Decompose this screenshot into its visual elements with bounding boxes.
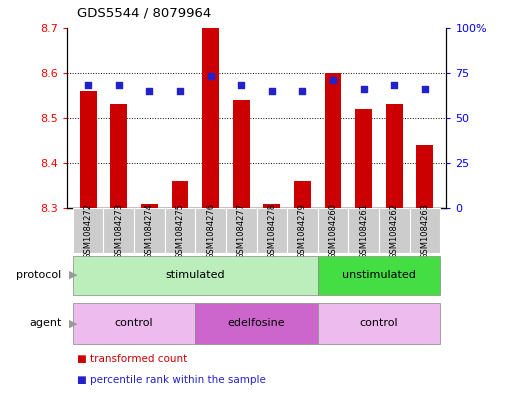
Point bbox=[84, 82, 92, 88]
Bar bbox=[134, 208, 165, 253]
Bar bbox=[318, 303, 440, 343]
Bar bbox=[379, 208, 409, 253]
Bar bbox=[318, 208, 348, 253]
Text: unstimulated: unstimulated bbox=[342, 270, 416, 280]
Text: protocol: protocol bbox=[16, 270, 62, 280]
Bar bbox=[195, 303, 318, 343]
Bar bbox=[104, 208, 134, 253]
Text: ▶: ▶ bbox=[69, 270, 78, 280]
Point bbox=[268, 88, 276, 94]
Bar bbox=[318, 255, 440, 295]
Bar bbox=[287, 208, 318, 253]
Point bbox=[421, 86, 429, 92]
Bar bbox=[233, 100, 250, 208]
Bar bbox=[325, 73, 342, 208]
Bar bbox=[73, 255, 318, 295]
Text: GSM1084277: GSM1084277 bbox=[236, 203, 246, 259]
Bar bbox=[417, 145, 433, 208]
Text: GSM1084276: GSM1084276 bbox=[206, 203, 215, 259]
Text: edelfosine: edelfosine bbox=[228, 318, 285, 328]
Point bbox=[237, 82, 245, 88]
Text: GSM1084260: GSM1084260 bbox=[328, 203, 338, 259]
Bar bbox=[141, 204, 158, 208]
Bar bbox=[348, 208, 379, 253]
Bar bbox=[165, 208, 195, 253]
Bar bbox=[80, 91, 96, 208]
Bar bbox=[73, 208, 104, 253]
Text: GSM1084278: GSM1084278 bbox=[267, 203, 277, 259]
Text: ▶: ▶ bbox=[69, 318, 78, 328]
Point bbox=[299, 88, 307, 94]
Text: GSM1084262: GSM1084262 bbox=[390, 203, 399, 259]
Text: agent: agent bbox=[29, 318, 62, 328]
Text: GSM1084261: GSM1084261 bbox=[359, 203, 368, 259]
Point bbox=[206, 73, 214, 79]
Point bbox=[390, 82, 399, 88]
Text: control: control bbox=[360, 318, 398, 328]
Point bbox=[360, 86, 368, 92]
Point bbox=[114, 82, 123, 88]
Text: ■ transformed count: ■ transformed count bbox=[77, 354, 187, 364]
Text: control: control bbox=[115, 318, 153, 328]
Bar bbox=[355, 109, 372, 208]
Bar bbox=[202, 28, 219, 208]
Point bbox=[176, 88, 184, 94]
Text: GSM1084273: GSM1084273 bbox=[114, 203, 123, 259]
Bar bbox=[409, 208, 440, 253]
Text: GDS5544 / 8079964: GDS5544 / 8079964 bbox=[77, 7, 211, 20]
Text: GSM1084274: GSM1084274 bbox=[145, 203, 154, 259]
Text: GSM1084279: GSM1084279 bbox=[298, 203, 307, 259]
Text: ■ percentile rank within the sample: ■ percentile rank within the sample bbox=[77, 375, 266, 385]
Bar bbox=[195, 208, 226, 253]
Bar bbox=[73, 303, 195, 343]
Text: GSM1084272: GSM1084272 bbox=[84, 203, 93, 259]
Point bbox=[145, 88, 153, 94]
Bar bbox=[263, 204, 280, 208]
Text: GSM1084263: GSM1084263 bbox=[420, 203, 429, 259]
Bar bbox=[171, 181, 188, 208]
Bar bbox=[294, 181, 311, 208]
Bar bbox=[110, 105, 127, 208]
Text: GSM1084275: GSM1084275 bbox=[175, 203, 185, 259]
Point bbox=[329, 77, 337, 83]
Text: stimulated: stimulated bbox=[166, 270, 225, 280]
Bar bbox=[226, 208, 256, 253]
Bar bbox=[256, 208, 287, 253]
Bar bbox=[386, 105, 403, 208]
